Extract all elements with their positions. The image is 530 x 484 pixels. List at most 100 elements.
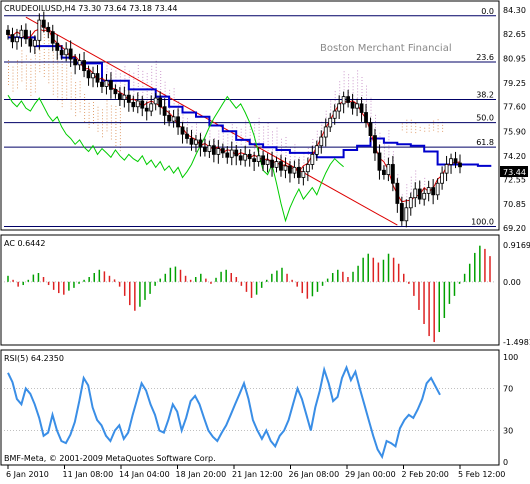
price-axis-tick: 80.95 [503, 54, 526, 63]
candle-body [310, 153, 315, 165]
candle-body [122, 94, 127, 100]
candle-body [82, 60, 86, 72]
candle-body [50, 31, 55, 44]
candle-body [449, 158, 453, 165]
price-axis-tick: 75.90 [503, 127, 526, 136]
price-axis-tick: 69.20 [503, 224, 526, 233]
candle-body [100, 81, 104, 87]
candle-body [167, 114, 172, 122]
candle-body [194, 139, 198, 145]
candle-body [95, 73, 100, 83]
candle-body [417, 188, 422, 200]
candle-body [288, 165, 292, 174]
candle-body [46, 26, 51, 33]
rsi-panel-frame [0, 349, 500, 466]
price-axis-tick: 72.55 [503, 176, 526, 185]
candle-body [395, 182, 400, 204]
candle-body [229, 149, 234, 158]
candle-body [368, 122, 373, 137]
candle-body [274, 161, 279, 168]
copyright: BMF-Meta, © 2001-2009 MetaQuotes Softwar… [4, 454, 216, 463]
candle-body [68, 48, 73, 60]
price-axis-tick: 82.65 [503, 30, 526, 39]
candle-body [270, 159, 274, 168]
candle-body [243, 153, 248, 161]
price-axis-tick: 77.60 [503, 103, 526, 112]
x-axis-tick: 21 Jan 12:00 [232, 470, 283, 479]
ac-axis-tick: 0.9169 [503, 241, 530, 250]
price-panel: 0.0 23.6 38.2 50.0 61.8 100.0 [4, 7, 496, 228]
current-price-box [500, 166, 528, 177]
candle-body [126, 94, 131, 103]
candle-body [422, 192, 427, 200]
candle-body [256, 155, 261, 162]
x-axis-tick: 5 Feb 12:00 [458, 470, 505, 479]
candle-body [341, 96, 346, 105]
fib-level-label: 23.6 [476, 53, 494, 62]
candle-body [247, 153, 252, 160]
candle-body [440, 172, 444, 184]
candle-body [283, 165, 288, 171]
candle-body [328, 117, 333, 128]
candle-body [323, 126, 328, 138]
fib-level-label: 0.0 [481, 7, 494, 16]
candle-body [158, 97, 163, 108]
candle-body [144, 107, 149, 112]
candle-body [6, 29, 10, 35]
candle-body [104, 80, 109, 87]
candle-body [314, 145, 319, 155]
price-axis-tick: 79.25 [503, 79, 526, 88]
candle-body [305, 164, 310, 173]
candle-body [355, 103, 359, 109]
candle-body [211, 145, 216, 155]
candle-body [458, 162, 462, 168]
candle-body [140, 100, 145, 109]
axis-layer: 84.30 82.65 80.95 79.25 77.60 75.90 74.20 72.55… [6, 6, 530, 479]
candle-body [113, 89, 118, 95]
candle-body [435, 182, 440, 196]
rsi-axis-tick: 0 [503, 458, 508, 467]
candle-body [386, 164, 391, 175]
x-axis-tick: 14 Jan 04:00 [119, 470, 170, 479]
candle-body [279, 161, 283, 171]
candle-body [390, 164, 395, 184]
candle-body [15, 37, 19, 43]
current-price-label: 73.44 [503, 168, 526, 177]
candle-body [426, 187, 431, 194]
candle-body [77, 60, 82, 66]
candle-body [225, 152, 230, 158]
rsi-axis-tick: 30 [503, 427, 513, 436]
price-axis-tick: 74.20 [503, 152, 526, 161]
candle-body [301, 171, 306, 178]
candle-body [109, 80, 113, 90]
kijun-line [8, 36, 492, 167]
rsi-panel [4, 364, 496, 460]
candle-body [234, 149, 239, 157]
candle-body [24, 29, 28, 40]
candle-body [59, 50, 64, 56]
watermark: Boston Merchant Financial [320, 43, 452, 54]
rsi-axis-tick: 100 [503, 353, 518, 362]
candle-body [207, 145, 212, 152]
candle-body [413, 188, 418, 199]
candle-body [64, 48, 69, 56]
x-axis-tick: 6 Jan 2010 [6, 470, 49, 479]
candle-body [149, 103, 154, 112]
candle-body [180, 126, 185, 135]
candle-body [19, 29, 24, 38]
candle-body [444, 164, 449, 174]
candle-body [73, 58, 78, 66]
candle-body [91, 73, 95, 79]
candle-body [377, 152, 382, 171]
candle-body [252, 158, 257, 162]
candle-body [220, 148, 225, 154]
price-axis-tick: 84.30 [503, 6, 526, 15]
candle-body [364, 112, 368, 124]
x-axis-tick: 26 Jan 08:00 [289, 470, 340, 479]
candle-body [337, 103, 342, 112]
candle-body [238, 155, 243, 161]
candle-body [296, 166, 301, 178]
